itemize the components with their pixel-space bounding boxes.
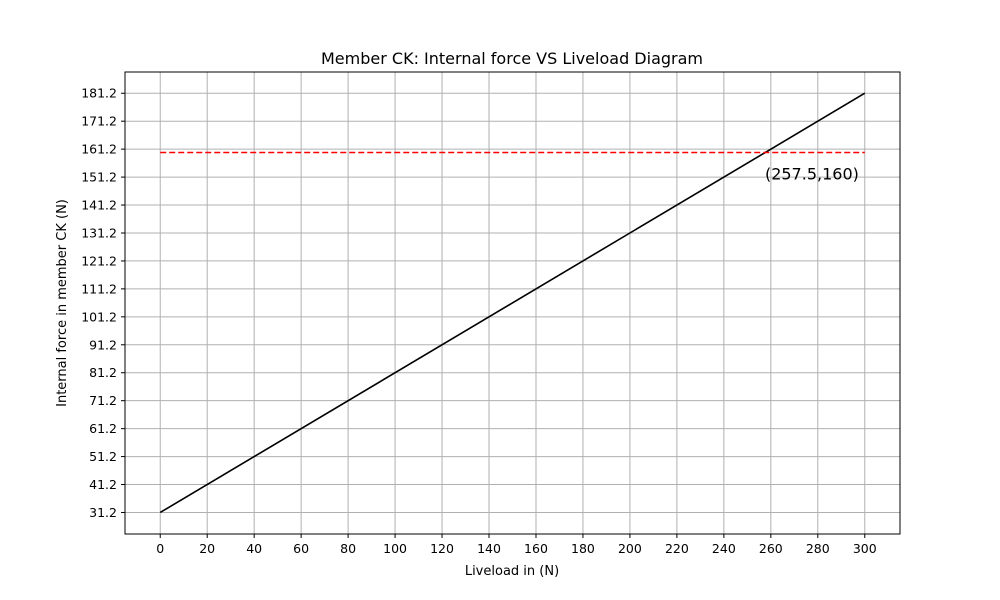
x-tick-label: 120 [430,541,454,556]
x-tick-label: 100 [383,541,407,556]
x-tick-label: 0 [156,541,164,556]
x-ticks: 0 20 40 60 80 100 120 140 160 180 200 220 240 260 280 3… [156,534,877,556]
x-tick-label: 200 [618,541,642,556]
y-tick-label: 101.2 [81,309,117,324]
plot-frame [124,71,901,535]
y-tick-label: 41.2 [89,477,117,492]
y-tick-label: 31.2 [89,505,117,520]
x-tick-label: 160 [524,541,548,556]
x-tick-label: 140 [477,541,501,556]
series-layer [159,92,866,514]
x-tick-label: 300 [853,541,877,556]
y-ticks: 31.2 41.2 51.2 61.2 71.2 81.2 91.2 101.2 111.2 12… [81,86,125,520]
y-tick-label: 71.2 [89,393,117,408]
y-tick-label: 151.2 [81,170,117,185]
y-tick-label: 121.2 [81,253,117,268]
x-tick-label: 220 [665,541,689,556]
y-tick-label: 51.2 [89,449,117,464]
chart-title: Member CK: Internal force VS Liveload Di… [321,49,703,68]
x-tick-label: 180 [571,541,595,556]
y-tick-label: 91.2 [89,337,117,352]
y-tick-label: 181.2 [81,86,117,101]
y-tick-label: 171.2 [81,114,117,129]
series-line-internal-force [159,92,866,514]
y-tick-label: 111.2 [81,281,117,296]
y-tick-label: 61.2 [89,421,117,436]
x-axis-label: Liveload in (N) [465,564,559,579]
x-tick-label: 260 [759,541,783,556]
x-tick-label: 80 [340,541,356,556]
annotation-label: (257.5,160) [765,164,859,183]
y-tick-label: 81.2 [89,365,117,380]
grid [125,72,900,534]
annotations: (257.5,160) [765,164,859,183]
x-tick-label: 280 [806,541,830,556]
x-tick-label: 20 [199,541,215,556]
y-tick-label: 161.2 [81,142,117,157]
y-tick-label: 131.2 [81,225,117,240]
y-tick-label: 141.2 [81,198,117,213]
y-axis-label: Internal force in member CK (N) [55,199,70,407]
x-tick-label: 240 [712,541,736,556]
x-tick-label: 40 [246,541,262,556]
x-tick-label: 60 [293,541,309,556]
